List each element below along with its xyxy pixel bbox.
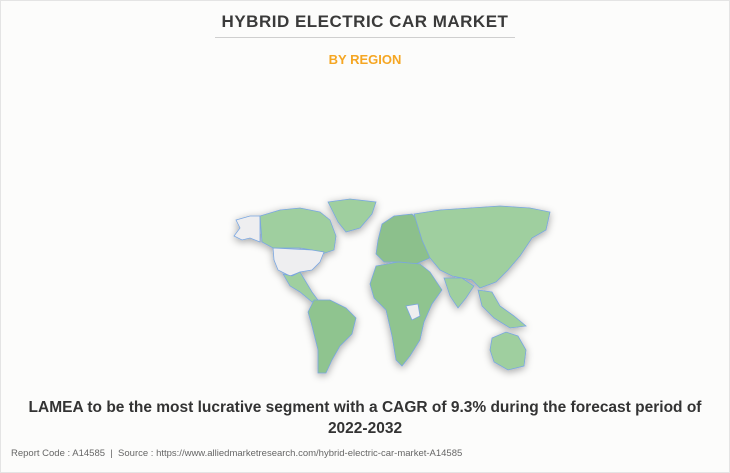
region-south-america <box>307 299 357 374</box>
footer-separator: | <box>110 448 113 459</box>
region-asia <box>413 205 551 289</box>
region-africa <box>369 261 443 367</box>
region-usa <box>272 247 325 277</box>
region-southeast-asia <box>477 289 527 329</box>
footer: Report Code : A14585 | Source : https://… <box>11 448 462 459</box>
headline-text: LAMEA to be the most lucrative segment w… <box>28 399 702 437</box>
region-mexico <box>282 271 319 303</box>
page-subtitle: BY REGION <box>328 52 402 67</box>
region-canada <box>259 207 337 255</box>
title-divider <box>215 37 515 38</box>
report-code: Report Code : A14585 <box>11 448 106 459</box>
region-greenland <box>327 198 377 233</box>
region-australia <box>489 331 527 371</box>
region-alaska <box>233 215 261 243</box>
region-india <box>443 277 475 309</box>
page-title: HYBRID ELECTRIC CAR MARKET <box>221 12 509 31</box>
region-africa-grey <box>405 303 421 321</box>
source-link[interactable]: Source : https://www.alliedmarketresearc… <box>118 448 463 459</box>
